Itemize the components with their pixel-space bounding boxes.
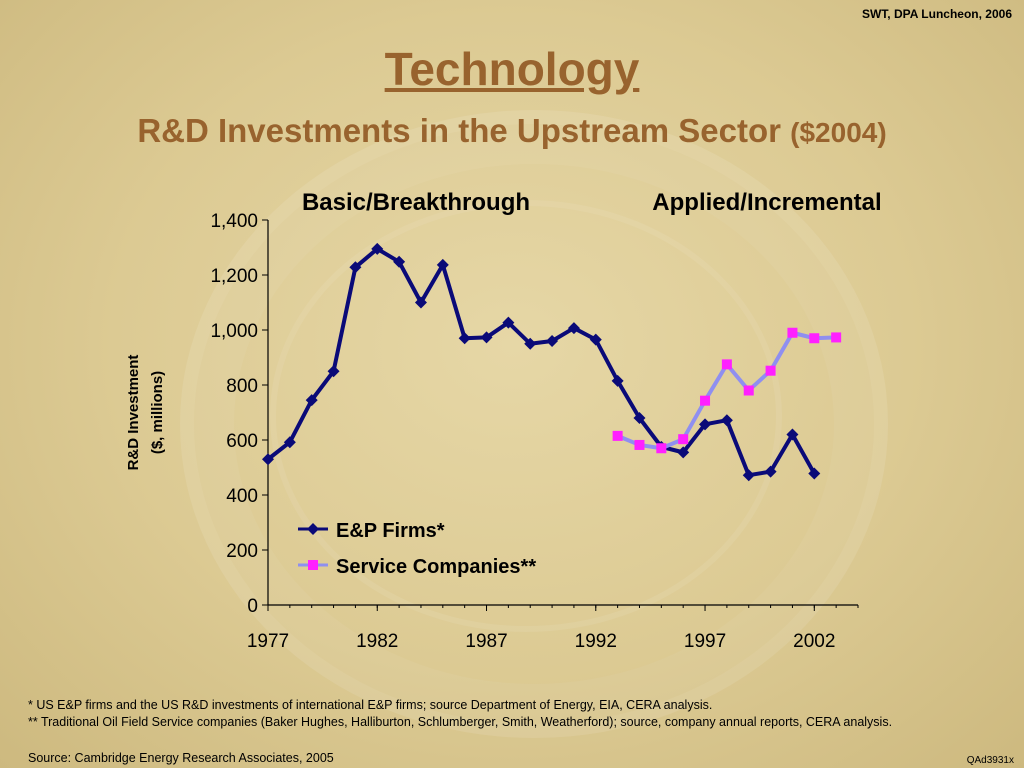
y-axis-label: R&D Investment ($, millions) xyxy=(125,355,166,471)
x-tick-label: 1997 xyxy=(684,631,726,652)
background-seal-inner-ring xyxy=(270,200,782,632)
x-tick-label: 2002 xyxy=(793,631,835,652)
ep-firms-point xyxy=(742,469,755,482)
region-label-basic: Basic/Breakthrough xyxy=(302,189,530,216)
ep-firms-point xyxy=(699,418,712,431)
ep-firms-point xyxy=(371,242,384,255)
x-tick-label: 1987 xyxy=(465,631,507,652)
y-tick-label: 1,200 xyxy=(210,266,258,287)
legend-label: Service Companies** xyxy=(336,556,536,578)
ep-firms-point xyxy=(764,465,777,478)
series-service-companies xyxy=(612,327,842,454)
y-tick-label: 600 xyxy=(226,431,258,452)
subtitle-unit: ($2004) xyxy=(790,117,887,148)
ep-firms-point xyxy=(677,446,690,459)
service-companies-point xyxy=(656,443,667,454)
service-companies-point xyxy=(787,327,798,338)
footnotes: * US E&P firms and the US R&D investment… xyxy=(28,697,892,731)
ep-firms-point xyxy=(589,333,602,346)
region-labels: Basic/Breakthrough Applied/Incremental xyxy=(302,189,882,216)
ep-firms-point xyxy=(720,414,733,427)
ep-firms-point xyxy=(414,296,427,309)
service-companies-point xyxy=(765,365,776,376)
ep-firms-point xyxy=(283,436,296,449)
y-axis-label-line1: R&D Investment xyxy=(125,355,142,471)
legend-item-service-companies: Service Companies** xyxy=(298,556,536,578)
source-citation: Source: Cambridge Energy Research Associ… xyxy=(28,751,334,765)
legend-label: E&P Firms* xyxy=(336,520,445,542)
series-layer xyxy=(262,242,842,482)
ep-firms-point xyxy=(808,467,821,480)
ep-firms-point xyxy=(349,261,362,274)
service-companies-point xyxy=(809,333,820,344)
ep-firms-point xyxy=(611,374,624,387)
ep-firms-point xyxy=(436,258,449,271)
service-companies-point xyxy=(612,430,623,441)
slide-title: Technology xyxy=(384,43,640,95)
ep-firms-point xyxy=(567,322,580,335)
chart-axes: 0 200 400 600 800 1,000 1,200 1,400 1977 1982 1987… xyxy=(125,211,859,652)
y-axis-label-line2: ($, millions) xyxy=(149,371,166,454)
ep-firms-point xyxy=(327,365,340,378)
service-companies-point xyxy=(634,439,645,450)
legend-item-ep-firms: E&P Firms* xyxy=(298,520,445,542)
slide-subtitle: R&D Investments in the Upstream Sector (… xyxy=(0,112,1024,150)
ep-firms-point xyxy=(786,428,799,441)
ep-firms-point xyxy=(502,316,515,329)
x-tick-label: 1982 xyxy=(356,631,398,652)
presentation-note: SWT, DPA Luncheon, 2006 xyxy=(861,7,1012,21)
ep-firms-point xyxy=(633,412,646,424)
ep-firms-point xyxy=(393,255,406,268)
legend-marker xyxy=(308,560,318,570)
chart-legend: E&P Firms* Service Companies** xyxy=(298,520,536,578)
legend-marker xyxy=(307,523,319,535)
service-companies-point xyxy=(721,359,732,370)
y-tick-label: 1,400 xyxy=(210,211,258,232)
y-tick-label: 0 xyxy=(247,596,258,617)
y-tick-label: 200 xyxy=(226,541,258,562)
ep-firms-point xyxy=(524,337,537,350)
y-tick-label: 800 xyxy=(226,376,258,397)
service-companies-point xyxy=(743,385,754,396)
ep-firms-point xyxy=(480,331,493,344)
ep-firms-point xyxy=(546,335,559,347)
service-companies-point xyxy=(700,395,711,406)
slide-code: QAd3931x xyxy=(966,755,1014,766)
ep-firms-point xyxy=(262,453,274,466)
x-tick-label: 1992 xyxy=(575,631,617,652)
service-companies-point xyxy=(678,434,689,445)
y-tick-label: 400 xyxy=(226,486,258,507)
y-tick-label: 1,000 xyxy=(210,321,258,342)
x-tick-label: 1977 xyxy=(247,631,289,652)
service-companies-point xyxy=(831,332,842,343)
ep-firms-point xyxy=(305,394,318,407)
ep-firms-point xyxy=(458,332,471,345)
ep-firms-line xyxy=(266,246,817,478)
region-label-applied: Applied/Incremental xyxy=(652,189,881,216)
subtitle-text: R&D Investments in the Upstream Sector xyxy=(137,112,781,149)
series-ep-firms xyxy=(262,242,821,482)
footnote-service-companies: ** Traditional Oil Field Service compani… xyxy=(28,715,893,729)
footnote-ep-firms: * US E&P firms and the US R&D investment… xyxy=(28,698,713,712)
